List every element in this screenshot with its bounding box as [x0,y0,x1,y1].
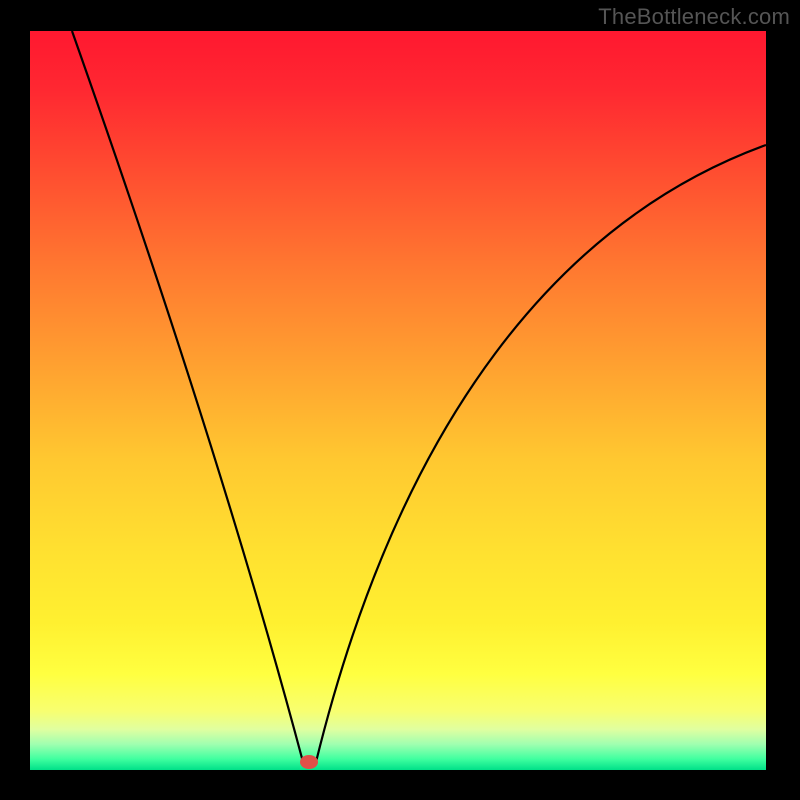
bottleneck-curve-layer [0,0,800,800]
bottleneck-curve [72,31,766,762]
watermark-text: TheBottleneck.com [598,4,790,30]
chart-container: TheBottleneck.com [0,0,800,800]
optimal-point-marker [300,755,318,769]
